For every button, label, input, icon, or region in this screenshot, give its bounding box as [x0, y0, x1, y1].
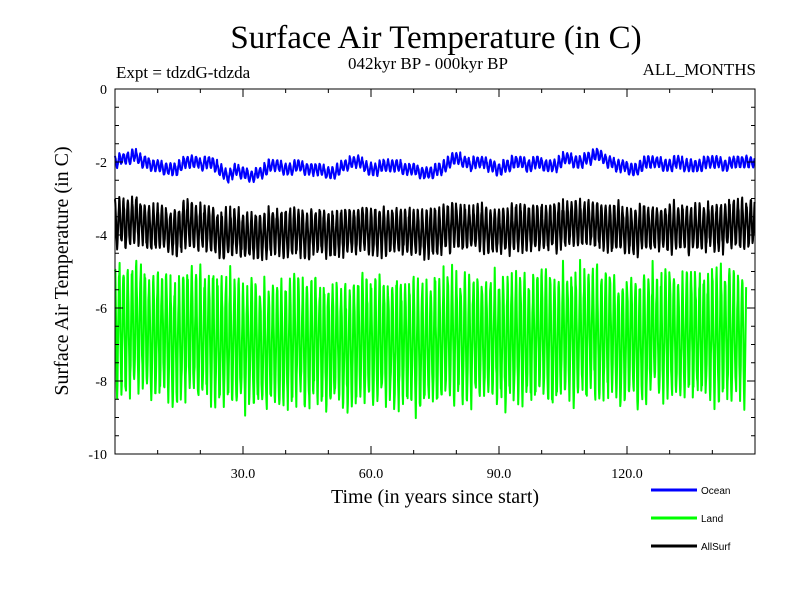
y-tick-label: -4: [95, 229, 107, 244]
legend-label-allsurf: AllSurf: [701, 542, 731, 553]
series-line-land: [114, 258, 748, 420]
y-tick-label: -2: [95, 156, 107, 171]
y-tick-label: -8: [95, 375, 107, 390]
x-tick-label: 120.0: [611, 467, 643, 482]
x-tick-label: 30.0: [231, 467, 256, 482]
x-axis: 30.0 60.0 90.0 120.0: [157, 89, 713, 482]
legend-label-ocean: Ocean: [701, 486, 730, 497]
x-tick-label: 60.0: [359, 467, 384, 482]
series-line-ocean: [114, 147, 756, 184]
time-range-label: 042kyr BP - 000kyr BP: [348, 54, 508, 73]
y-tick-label: -10: [88, 448, 107, 463]
legend-label-land: Land: [701, 514, 723, 525]
x-axis-label: Time (in years since start): [331, 486, 539, 508]
months-label: ALL_MONTHS: [643, 60, 756, 79]
legend: Ocean Land AllSurf: [651, 486, 731, 553]
x-tick-label: 90.0: [487, 467, 512, 482]
series-line-allsurf: [114, 195, 756, 262]
y-axis: 0 -2 -4 -6 -8 -10: [88, 83, 755, 463]
experiment-label: Expt = tdzdG-tdzda: [116, 63, 251, 82]
plot-area: [114, 147, 756, 420]
chart-title: Surface Air Temperature (in C): [230, 20, 641, 56]
y-tick-label: -6: [95, 302, 107, 317]
y-axis-label: Surface Air Temperature (in C): [51, 146, 73, 395]
y-tick-label: 0: [100, 83, 107, 98]
